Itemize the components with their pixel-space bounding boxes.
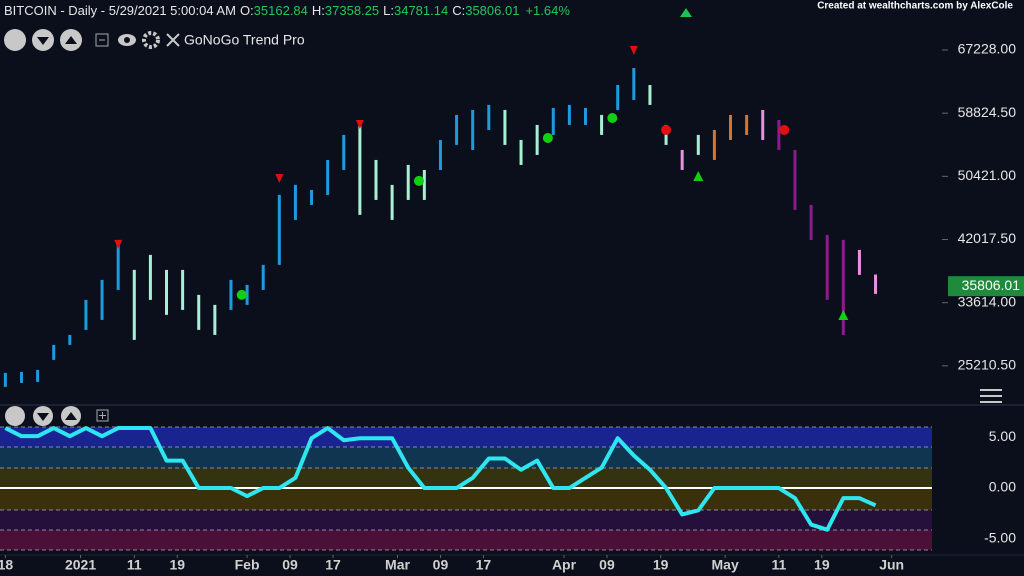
- ohlc-label: O:: [240, 3, 254, 18]
- y-tick-label: 42017.50: [958, 230, 1017, 246]
- oscillator-toolbar: [5, 406, 109, 426]
- x-tick-label: 09: [433, 557, 449, 573]
- settings-button[interactable]: [142, 31, 160, 49]
- close-button[interactable]: [166, 33, 180, 47]
- x-tick-label: Feb: [235, 557, 260, 573]
- x-tick-label: 2021: [65, 557, 96, 573]
- signal-dot: [779, 124, 790, 135]
- x-tick-label: Jun: [879, 557, 904, 573]
- signal-dot: [542, 133, 553, 144]
- x-tick-label: 19: [653, 557, 669, 573]
- y-tick-label: 5.00: [989, 428, 1016, 444]
- x-tick-label: 09: [282, 557, 298, 573]
- add-button[interactable]: [96, 409, 109, 422]
- ohlc-value: 37358.25: [325, 3, 379, 18]
- x-tick-label: May: [712, 557, 739, 573]
- resize-button[interactable]: [4, 29, 26, 51]
- signal-triangle: [114, 239, 123, 249]
- y-tick-label: 33614.00: [958, 293, 1017, 309]
- credit: Created at wealthcharts.com by AlexCole: [817, 1, 1013, 12]
- signal-dot: [413, 175, 424, 186]
- signal-dot: [236, 289, 247, 300]
- y-tick-label: 50421.00: [958, 167, 1017, 183]
- header: BITCOIN - Daily - 5/29/2021 5:00:04 AM O:…: [4, 3, 570, 18]
- ohlc-label: L:: [383, 3, 394, 18]
- ohlc-label: C:: [452, 3, 465, 18]
- ohlc-label: H:: [312, 3, 325, 18]
- change: +1.64%: [525, 3, 570, 18]
- toolbar: GoNoGo Trend Pro: [4, 29, 1002, 403]
- ohlc-value: 35162.84: [254, 3, 308, 18]
- ohlc-value: 35806.01: [465, 3, 519, 18]
- oscillator-bands: [0, 426, 932, 551]
- menu-button[interactable]: [980, 389, 1002, 403]
- resize-button[interactable]: [5, 406, 25, 426]
- signal-triangle: [693, 170, 704, 181]
- y-tick-label: 58824.50: [958, 104, 1017, 120]
- x-tick-label: Apr: [552, 557, 577, 573]
- signal-triangle: [629, 46, 638, 56]
- y-tick-label: -5.00: [984, 530, 1016, 546]
- y-tick-label: 67228.00: [958, 41, 1017, 57]
- x-tick-label: Mar: [385, 557, 410, 573]
- x-tick-label: 11: [127, 557, 142, 573]
- ohlc-value: 34781.14: [394, 3, 448, 18]
- x-tick-label: 17: [476, 557, 492, 573]
- x-tick-label: 18: [0, 557, 13, 573]
- y-tick-label: 25210.50: [958, 357, 1017, 373]
- signal-dot: [661, 124, 672, 135]
- up-icon: [680, 8, 692, 17]
- x-tick-label: 19: [814, 557, 830, 573]
- minimize-button[interactable]: [95, 33, 109, 47]
- signal-triangle: [355, 119, 364, 129]
- indicator-name: GoNoGo Trend Pro: [184, 32, 305, 48]
- x-tick-label: 17: [325, 557, 341, 573]
- price-tag-label: 35806.01: [962, 277, 1021, 293]
- signal-dot: [607, 113, 618, 124]
- y-tick-label: 0.00: [989, 479, 1016, 495]
- x-tick-label: 19: [169, 557, 185, 573]
- symbol-title: BITCOIN - Daily - 5/29/2021 5:00:04 AM: [4, 3, 236, 18]
- signal-triangle: [838, 309, 849, 320]
- signal-triangle: [275, 173, 284, 183]
- price-tag: [948, 276, 1024, 297]
- oscillator-line: [4, 426, 877, 532]
- x-tick-label: 09: [599, 557, 615, 573]
- x-tick-label: 11: [771, 557, 786, 573]
